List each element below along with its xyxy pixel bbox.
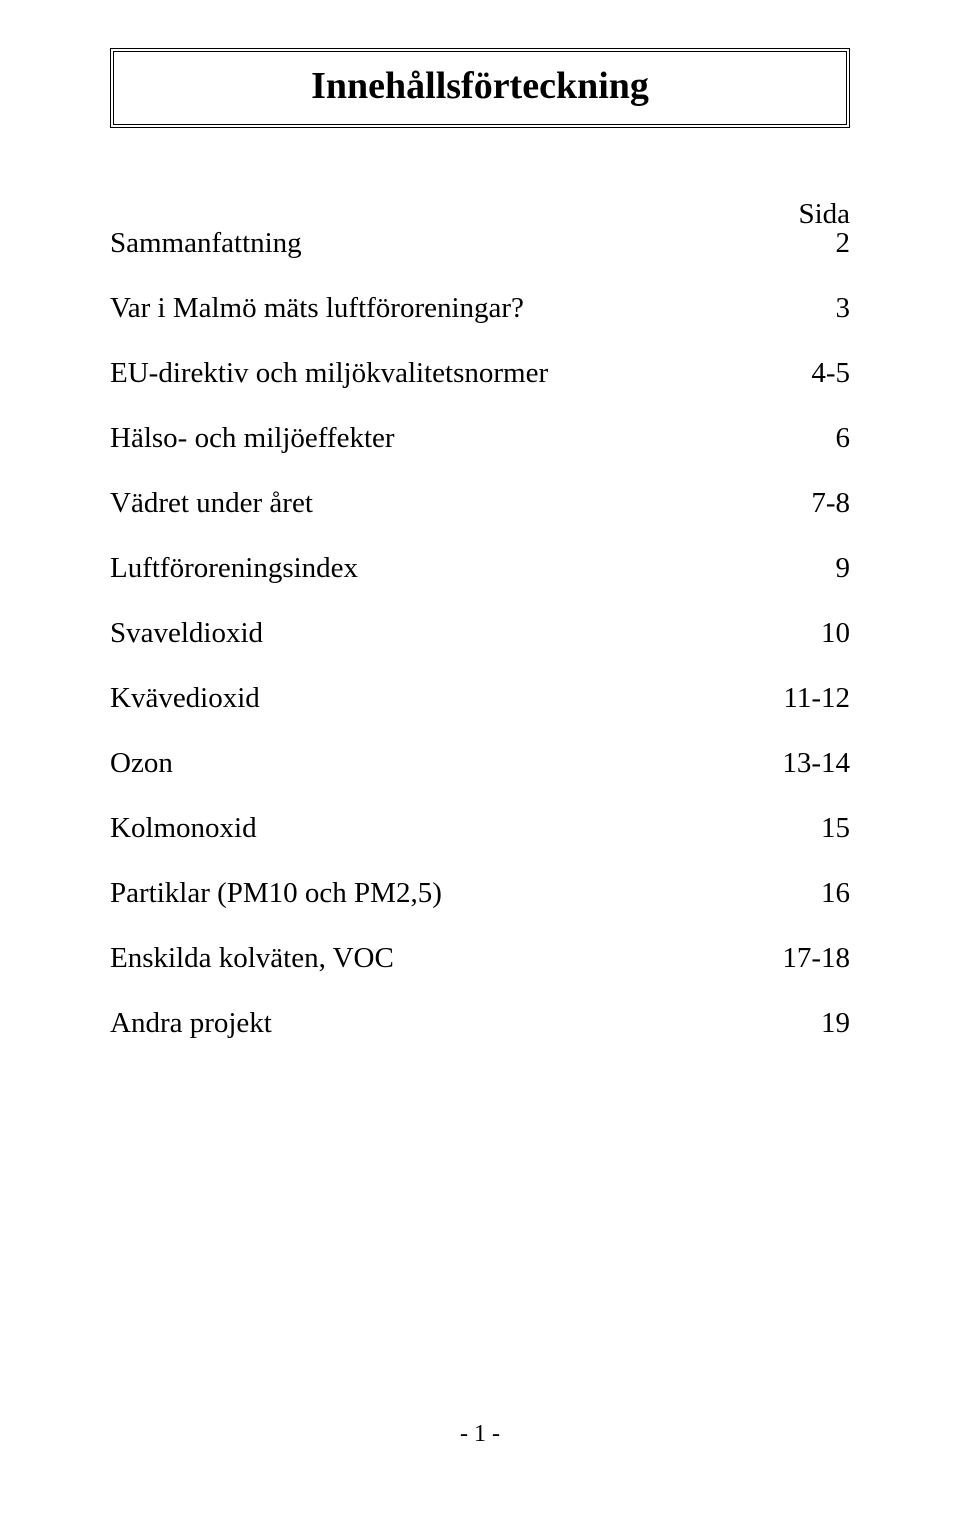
toc-entry-page: 19 [770, 1009, 850, 1038]
toc-entry-page: 9 [770, 554, 850, 583]
toc-entry-page: 13-14 [770, 749, 850, 778]
toc-row: Var i Malmö mäts luftföroreningar? 3 [110, 294, 850, 323]
document-page: Innehållsförteckning Sammanfattning Sida… [0, 0, 960, 1038]
toc-entry-page: 7-8 [770, 489, 850, 518]
toc-row: Kvävedioxid 11-12 [110, 684, 850, 713]
title-box: Innehållsförteckning [110, 48, 850, 128]
toc-entry-label: EU-direktiv och miljökvalitetsnormer [110, 359, 548, 388]
toc-entry-label: Kolmonoxid [110, 814, 257, 843]
toc-row: Vädret under året 7-8 [110, 489, 850, 518]
toc-page-label: Sida [798, 200, 850, 229]
toc-row: Enskilda kolväten, VOC 17-18 [110, 944, 850, 973]
toc-first-item-label: Sammanfattning [110, 229, 302, 258]
toc-row: Luftföroreningsindex 9 [110, 554, 850, 583]
toc-row: Andra projekt 19 [110, 1009, 850, 1038]
toc-entry-page: 10 [770, 619, 850, 648]
toc-entry-label: Vädret under året [110, 489, 313, 518]
toc-entry-label: Kvävedioxid [110, 684, 260, 713]
toc-row: EU-direktiv och miljökvalitetsnormer 4-5 [110, 359, 850, 388]
toc-row: Ozon 13-14 [110, 749, 850, 778]
page-title: Innehållsförteckning [114, 64, 846, 108]
toc-entry-label: Svaveldioxid [110, 619, 263, 648]
toc-first-item-page: 2 [798, 229, 850, 258]
page-footer: - 1 - [0, 1421, 960, 1448]
toc-entry-label: Andra projekt [110, 1009, 272, 1038]
toc-entry-page: 6 [770, 424, 850, 453]
toc-entry-label: Ozon [110, 749, 173, 778]
toc-entry-page: 4-5 [770, 359, 850, 388]
toc-entry-label: Var i Malmö mäts luftföroreningar? [110, 294, 524, 323]
toc-entry-label: Hälso- och miljöeffekter [110, 424, 395, 453]
toc-entry-page: 11-12 [770, 684, 850, 713]
toc-entry-page: 16 [770, 879, 850, 908]
toc-entry-label: Partiklar (PM10 och PM2,5) [110, 879, 442, 908]
toc-entry-page: 15 [770, 814, 850, 843]
toc-row: Kolmonoxid 15 [110, 814, 850, 843]
toc-header-row: Sammanfattning Sida 2 [110, 200, 850, 258]
table-of-contents: Sammanfattning Sida 2 Var i Malmö mäts l… [110, 200, 850, 1038]
toc-entry-label: Luftföroreningsindex [110, 554, 358, 583]
toc-row: Partiklar (PM10 och PM2,5) 16 [110, 879, 850, 908]
toc-row: Hälso- och miljöeffekter 6 [110, 424, 850, 453]
toc-row: Svaveldioxid 10 [110, 619, 850, 648]
toc-entry-page: 3 [770, 294, 850, 323]
toc-entry-label: Enskilda kolväten, VOC [110, 944, 394, 973]
toc-entry-page: 17-18 [770, 944, 850, 973]
toc-page-column-header: Sida 2 [798, 200, 850, 258]
